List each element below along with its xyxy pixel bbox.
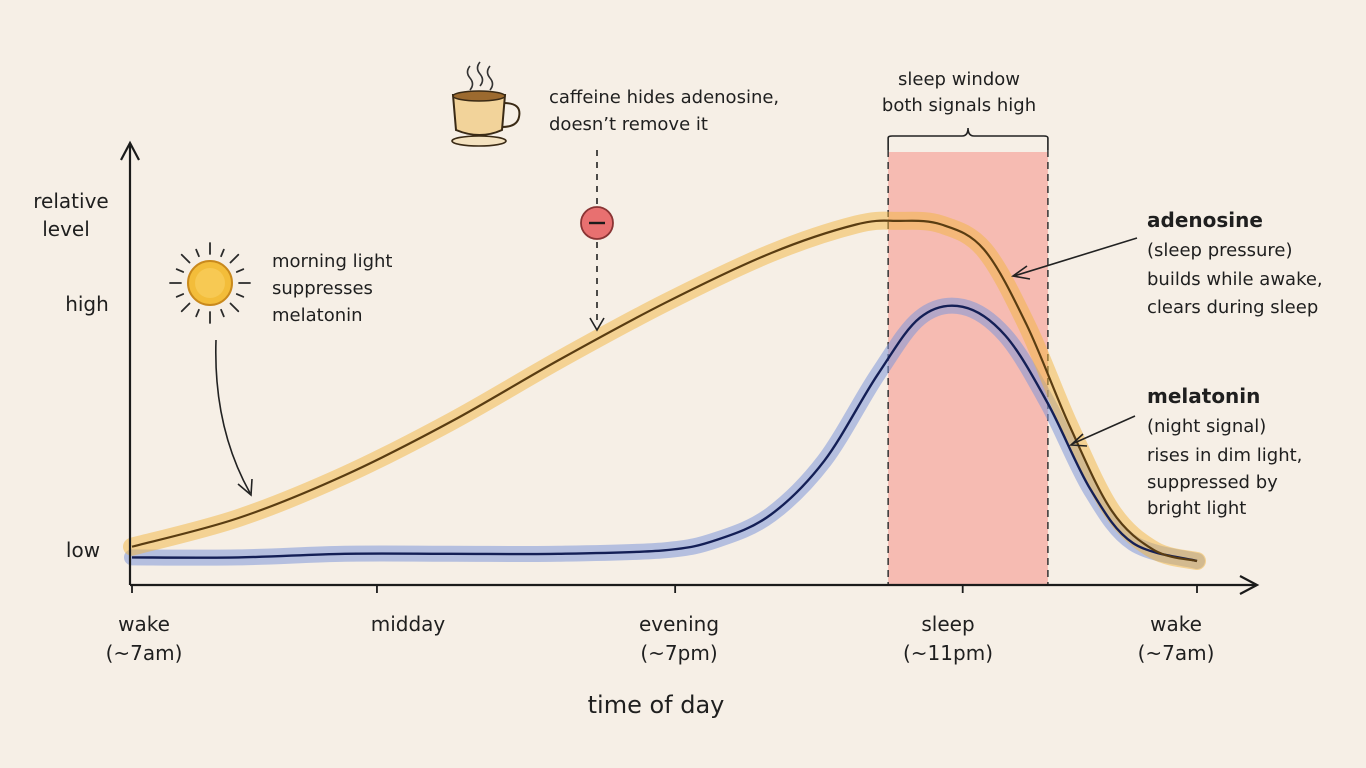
adenosine-pointer (1013, 237, 1138, 277)
axes (120, 140, 1260, 595)
morning-light-arrowhead (237, 478, 253, 497)
sun-ray (220, 248, 225, 258)
x-tick-sublabel-evening: (~7pm) (640, 641, 717, 665)
x-tick-label-wake-start: wake (118, 612, 170, 636)
sleep-window-label-line2: both signals high (882, 95, 1036, 116)
sun-ray (235, 293, 245, 298)
adenosine-legend-desc1: builds while awake, (1147, 269, 1323, 290)
sun-ray (235, 268, 245, 273)
melatonin-line (131, 304, 1198, 563)
caffeine-arrowhead (589, 317, 605, 332)
x-tick-sublabel-sleep: (~11pm) (903, 641, 993, 665)
y-tick-low: low (66, 538, 100, 562)
sun-ray (220, 308, 225, 318)
caffeine-note-line2: doesn’t remove it (549, 114, 708, 135)
melatonin-pointer-head (1069, 433, 1088, 447)
x-tick-label-wake-end: wake (1150, 612, 1202, 636)
sun-ray (195, 308, 200, 318)
sun-icon (169, 242, 251, 324)
adenosine-legend-subtitle: (sleep pressure) (1147, 240, 1292, 261)
minus-icon (580, 206, 614, 240)
y-axis-label-line1: relative (33, 189, 108, 213)
y-axis-label-line2: level (42, 217, 90, 241)
adenosine-pointer-head (1010, 265, 1031, 280)
x-ticks (131, 585, 1198, 593)
sun-ray (180, 253, 191, 264)
x-tick-sublabel-wake-end: (~7am) (1138, 641, 1215, 665)
melatonin-legend-desc3: bright light (1147, 498, 1246, 519)
sun-ray (180, 302, 191, 313)
melatonin-legend-desc2: suppressed by (1147, 472, 1278, 493)
x-tick-sublabel-wake-start: (~7am) (106, 641, 183, 665)
melatonin-pointer (1071, 415, 1136, 445)
morning-light-arrow (214, 339, 251, 494)
sun-ray (175, 293, 185, 298)
melatonin-legend-name: melatonin (1147, 384, 1260, 408)
morning-light-note-line1: morning light (272, 251, 393, 272)
adenosine-line (131, 219, 1198, 563)
morning-light-note-line3: melatonin (272, 305, 363, 326)
melatonin-legend-desc1: rises in dim light, (1147, 445, 1302, 466)
adenosine-legend-name: adenosine (1147, 208, 1263, 232)
sleep-window-brace (887, 127, 1049, 150)
y-axis-arrow (120, 140, 140, 161)
x-tick-label-sleep: sleep (921, 612, 974, 636)
x-tick-label-evening: evening (639, 612, 719, 636)
caffeine-note-line1: caffeine hides adenosine, (549, 87, 779, 108)
sleep-window-label-line1: sleep window (898, 69, 1020, 90)
x-axis-title: time of day (588, 691, 725, 719)
sun-ray (229, 253, 240, 264)
melatonin-legend-subtitle: (night signal) (1147, 416, 1266, 437)
sun-ray (229, 302, 240, 313)
x-tick-label-midday: midday (371, 612, 446, 636)
morning-light-note-line2: suppresses (272, 278, 373, 299)
adenosine-legend-desc2: clears during sleep (1147, 297, 1318, 318)
coffee-cup-icon (451, 61, 521, 147)
sun-ray (195, 248, 200, 258)
y-tick-high: high (65, 292, 109, 316)
x-axis-arrow (1239, 575, 1260, 595)
sun-ray (175, 268, 185, 273)
